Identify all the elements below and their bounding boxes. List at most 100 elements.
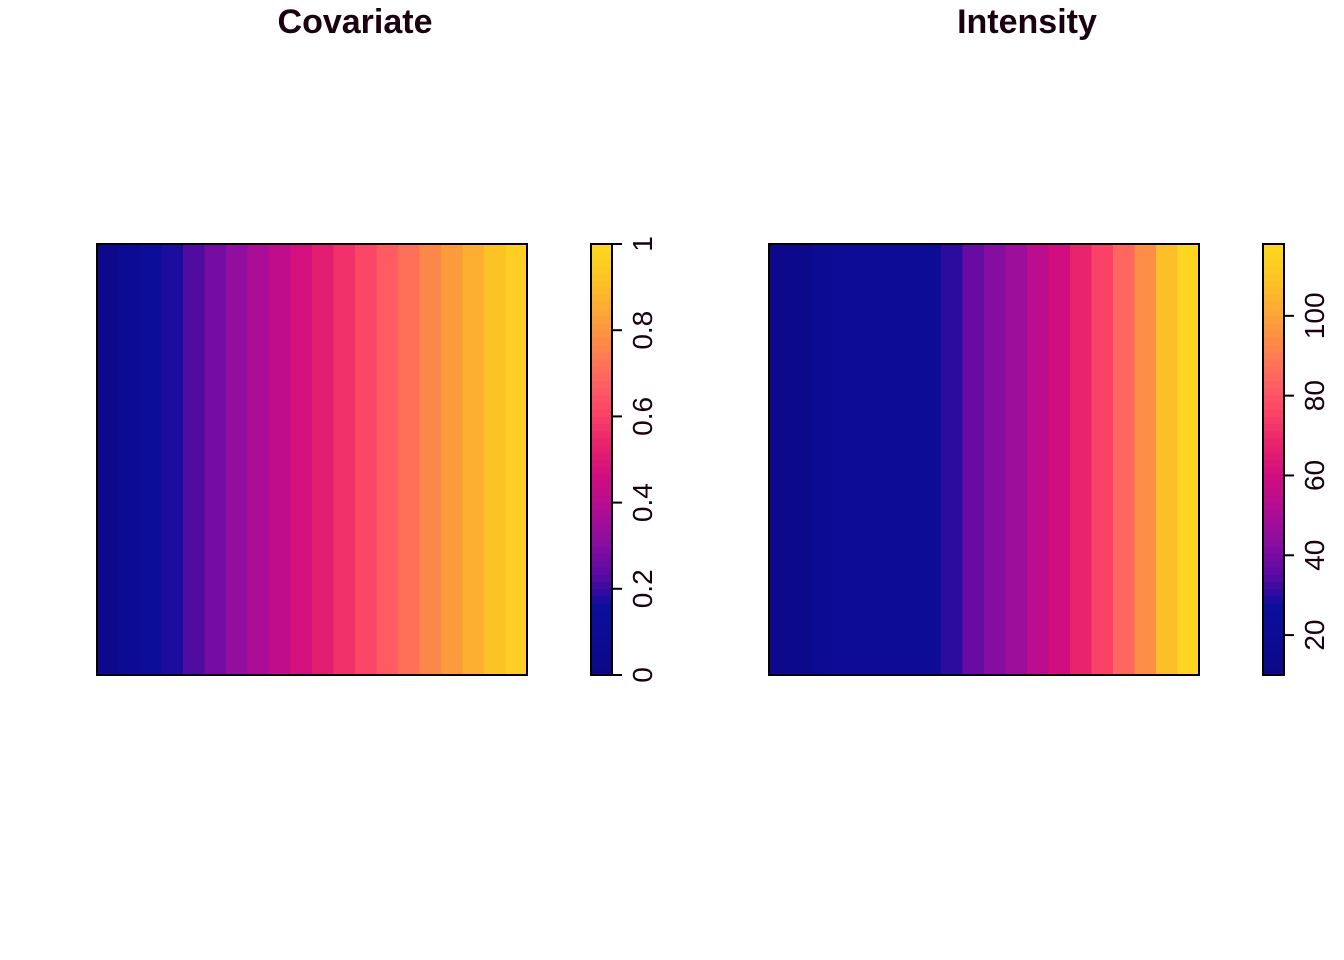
legend-color-step <box>1263 646 1284 655</box>
legend-color-step <box>1263 531 1284 540</box>
legend-color-step <box>1263 488 1284 497</box>
legend-color-step <box>1263 610 1284 619</box>
legend-color-step <box>1263 473 1284 482</box>
legend-color-step <box>1263 509 1284 518</box>
legend-color-step <box>1263 538 1284 547</box>
legend-color-step <box>1263 466 1284 475</box>
legend-tick-label: 0.2 <box>627 569 658 608</box>
raster-cell <box>290 244 313 675</box>
raster-cell <box>919 244 942 675</box>
legend-color-step <box>591 516 612 525</box>
legend-color-step <box>1263 344 1284 353</box>
legend-color-step <box>591 265 612 274</box>
legend-tick-label: 40 <box>1299 540 1330 571</box>
legend-color-step <box>591 560 612 568</box>
legend-color-step <box>591 524 612 532</box>
legend-color-step <box>591 588 612 597</box>
legend-tick-label: 0.8 <box>627 311 658 350</box>
raster-cell <box>1177 244 1200 675</box>
legend-color-step <box>1263 315 1284 324</box>
legend-color-step <box>1263 387 1284 396</box>
legend-color-step <box>591 459 612 468</box>
legend-color-step <box>1263 287 1284 295</box>
legend-color-step <box>591 301 612 310</box>
legend-tick-label: 80 <box>1299 380 1330 411</box>
legend-color-step <box>591 603 612 611</box>
legend-color-step <box>591 251 612 259</box>
legend-color-step <box>591 617 612 626</box>
legend-color-step <box>1263 624 1284 633</box>
legend-color-step <box>591 567 612 576</box>
legend-color-step <box>591 244 612 252</box>
legend-color-step <box>591 308 612 317</box>
legend-color-step <box>591 409 612 417</box>
legend-color-step <box>591 351 612 360</box>
raster-cell <box>833 244 856 675</box>
legend-color-step <box>591 416 612 425</box>
legend-tick-label: 20 <box>1299 620 1330 651</box>
legend-color-step <box>1263 380 1284 389</box>
legend-color-step <box>591 279 612 288</box>
legend-color-step <box>1263 416 1284 425</box>
legend-color-step <box>591 610 612 619</box>
raster-cell <box>1070 244 1093 675</box>
legend-color-step <box>591 323 612 331</box>
legend-tick-label: 0 <box>627 667 658 683</box>
legend-color-step <box>591 545 612 554</box>
legend-color-step <box>1263 301 1284 310</box>
intensity-chart: 20 40 60 80 100 <box>768 243 1330 676</box>
legend-color-step <box>591 660 612 669</box>
legend-color-step <box>1263 552 1284 561</box>
legend-color-step <box>1263 409 1284 417</box>
raster-cell <box>484 244 507 675</box>
legend-color-step <box>1263 495 1284 504</box>
raster-cell <box>312 244 335 675</box>
legend-color-step <box>1263 560 1284 568</box>
raster-cell <box>855 244 878 675</box>
legend-color-step <box>1263 437 1284 446</box>
legend-color-step <box>1263 279 1284 288</box>
raster-cell <box>462 244 485 675</box>
raster-cell <box>962 244 985 675</box>
legend-color-step <box>591 595 612 604</box>
legend-color-step <box>591 330 612 338</box>
legend-color-step <box>1263 545 1284 554</box>
raster-cell <box>1156 244 1179 675</box>
raster-cell <box>441 244 464 675</box>
legend-tick-label: 0.6 <box>627 397 658 436</box>
legend-color-step <box>1263 603 1284 611</box>
legend-color-step <box>1263 330 1284 338</box>
legend-color-step <box>591 387 612 396</box>
legend-tick-label: 1 <box>627 236 658 252</box>
legend-color-step <box>591 337 612 346</box>
intensity-panel: Intensity 20 40 60 80 100 <box>672 0 1344 960</box>
legend-color-step <box>591 574 612 583</box>
raster-cell <box>769 244 792 675</box>
raster-cell <box>226 244 249 675</box>
legend-color-step <box>1263 516 1284 525</box>
legend-color-step <box>591 437 612 446</box>
legend-color-step <box>591 445 612 453</box>
legend-color-step <box>1263 653 1284 662</box>
legend-color-step <box>1263 667 1284 676</box>
legend-color-step <box>591 423 612 432</box>
legend-color-step <box>591 373 612 382</box>
raster-cell <box>204 244 227 675</box>
covariate-panel: Covariate 0 0.2 0.4 0.6 0.8 1 <box>96 3 658 683</box>
legend-color-step <box>591 581 612 590</box>
raster-cell <box>183 244 206 675</box>
legend-color-step <box>591 258 612 267</box>
legend-color-step <box>591 272 612 281</box>
raster-cell <box>140 244 163 675</box>
legend-color-step <box>1263 272 1284 281</box>
legend-color-step <box>591 466 612 475</box>
legend-color-step <box>1263 294 1284 303</box>
legend-color-step <box>591 294 612 303</box>
legend-color-step <box>591 473 612 482</box>
raster-cell <box>97 244 120 675</box>
legend-color-step <box>591 631 612 640</box>
legend-color-step <box>591 481 612 489</box>
raster-cell <box>247 244 270 675</box>
legend-color-step <box>1263 445 1284 453</box>
raster-cell <box>505 244 528 675</box>
